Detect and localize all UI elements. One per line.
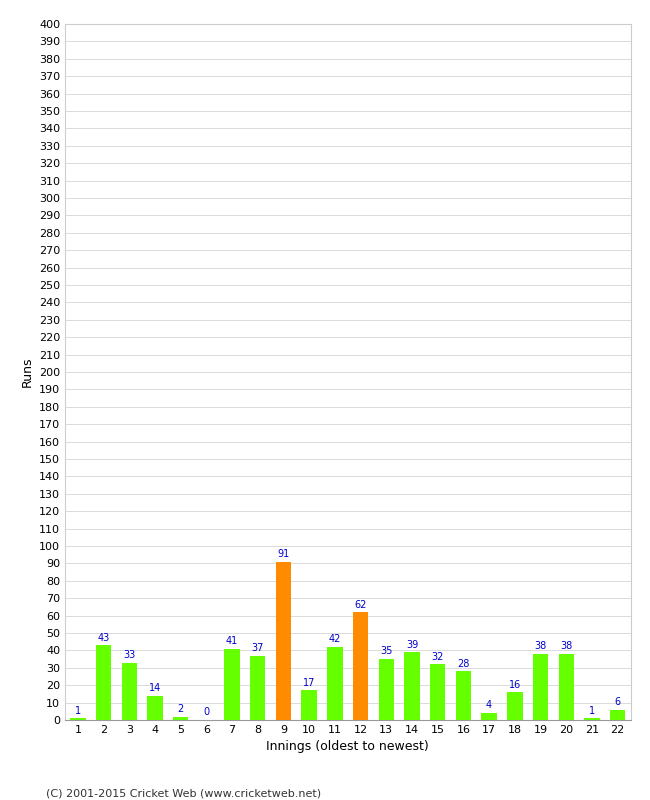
Text: 1: 1 — [589, 706, 595, 716]
Bar — [224, 649, 240, 720]
Text: 62: 62 — [354, 599, 367, 610]
Bar — [173, 717, 188, 720]
Text: 16: 16 — [509, 679, 521, 690]
Bar — [378, 659, 394, 720]
Text: 35: 35 — [380, 646, 393, 657]
Bar — [404, 652, 420, 720]
Text: 0: 0 — [203, 707, 209, 718]
Bar — [250, 656, 265, 720]
Bar — [610, 710, 625, 720]
Text: 14: 14 — [149, 683, 161, 693]
Text: 28: 28 — [457, 658, 469, 669]
Bar — [558, 654, 574, 720]
Text: 2: 2 — [177, 704, 184, 714]
Text: 37: 37 — [252, 643, 264, 653]
Text: 32: 32 — [432, 652, 444, 662]
Text: 17: 17 — [303, 678, 315, 688]
Text: 38: 38 — [534, 642, 547, 651]
Bar — [430, 664, 445, 720]
Bar — [276, 562, 291, 720]
Bar — [122, 662, 137, 720]
Text: 41: 41 — [226, 636, 238, 646]
Text: 38: 38 — [560, 642, 573, 651]
Bar — [482, 713, 497, 720]
X-axis label: Innings (oldest to newest): Innings (oldest to newest) — [266, 741, 429, 754]
Bar — [96, 645, 111, 720]
Text: 33: 33 — [123, 650, 135, 660]
Bar — [584, 718, 600, 720]
Text: 91: 91 — [278, 549, 290, 559]
Bar — [533, 654, 548, 720]
Bar — [456, 671, 471, 720]
Y-axis label: Runs: Runs — [20, 357, 33, 387]
Text: 39: 39 — [406, 639, 418, 650]
Text: 4: 4 — [486, 701, 492, 710]
Bar — [353, 612, 369, 720]
Bar — [327, 647, 343, 720]
Text: (C) 2001-2015 Cricket Web (www.cricketweb.net): (C) 2001-2015 Cricket Web (www.cricketwe… — [46, 788, 320, 798]
Text: 6: 6 — [615, 697, 621, 707]
Bar — [148, 696, 162, 720]
Bar — [70, 718, 86, 720]
Bar — [302, 690, 317, 720]
Text: 43: 43 — [98, 633, 110, 642]
Bar — [507, 692, 523, 720]
Text: 1: 1 — [75, 706, 81, 716]
Text: 42: 42 — [329, 634, 341, 644]
